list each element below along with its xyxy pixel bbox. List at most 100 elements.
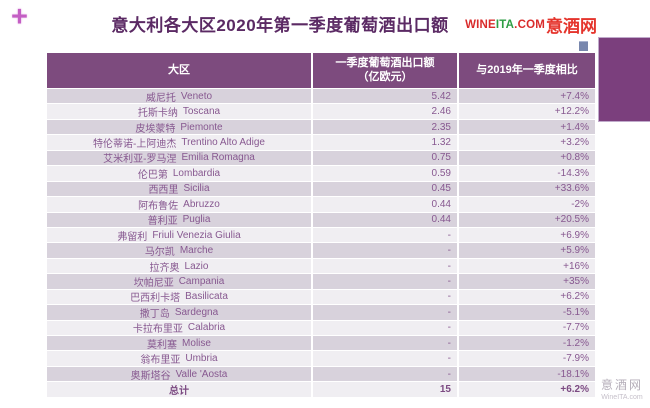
export-value-cell: -	[313, 305, 457, 321]
table-row: 马尔凯 Marche - +5.9%	[47, 243, 595, 259]
table-row: 奥斯塔谷 Valle 'Aosta - -18.1%	[47, 366, 595, 383]
yoy-change-cell: +6.9%	[459, 227, 595, 244]
header-export-value: 一季度葡萄酒出口额 （亿欧元）	[313, 53, 457, 88]
region-cell: 坎帕尼亚 Campania	[47, 274, 311, 290]
export-value-cell: 15	[313, 382, 457, 398]
header-region: 大区	[47, 53, 311, 88]
region-name-cn: 撒丁岛	[139, 308, 170, 320]
export-value-cell: 2.46	[313, 104, 457, 120]
export-value: -	[447, 291, 451, 303]
table-row: 总计 15 +6.2%	[47, 382, 595, 398]
region-name-cn: 西西里	[148, 185, 179, 197]
region-name-it: Puglia	[182, 214, 211, 226]
region-name-cn: 弗留利	[117, 231, 148, 243]
export-value-cell: -	[313, 227, 457, 244]
yoy-change-cell: +7.4%	[459, 89, 595, 105]
region-name-cn: 阿布鲁佐	[138, 200, 179, 212]
yoy-change-cell: +6.2%	[459, 289, 595, 306]
yoy-change-value: -5.1%	[562, 306, 589, 318]
yoy-change-value: -14.3%	[557, 167, 589, 179]
yoy-change-value: +0.8%	[560, 152, 589, 164]
yoy-change-cell: +5.9%	[459, 243, 595, 259]
region-cell: 奥斯塔谷 Valle 'Aosta	[47, 366, 311, 383]
export-value: 15	[439, 384, 451, 396]
region-cell: 总计	[47, 382, 311, 398]
decor-purple-rect	[598, 37, 650, 122]
yoy-change-value: -1.2%	[562, 337, 589, 349]
site-logo[interactable]: WINEITA.COM 意酒网	[465, 12, 597, 37]
yoy-change-cell: +20.5%	[459, 212, 595, 228]
yoy-change-value: +20.5%	[554, 214, 589, 226]
region-name-cn: 巴西利卡塔	[130, 293, 181, 305]
region-name-cn: 托斯卡纳	[137, 108, 178, 120]
table-row: 莫利塞 Molise - -1.2%	[47, 336, 595, 352]
export-value-cell: -	[313, 320, 457, 336]
yoy-change-cell: -7.7%	[459, 320, 595, 336]
region-cell: 伦巴第 Lombardia	[47, 166, 311, 182]
yoy-change-cell: +12.2%	[459, 104, 595, 120]
logo-chinese-text: 意酒网	[546, 17, 597, 36]
region-name-it: Emilia Romagna	[181, 152, 255, 164]
logo-wine-part: WINE	[465, 18, 496, 31]
region-name-cn: 马尔凯	[144, 247, 175, 259]
table-row: 翁布里亚 Umbria - -7.9%	[47, 351, 595, 367]
table-row: 托斯卡纳 Toscana 2.46 +12.2%	[47, 104, 595, 120]
region-name-it: Umbria	[185, 353, 218, 365]
region-name-cn: 普利亚	[147, 216, 178, 228]
export-value-cell: -	[313, 351, 457, 367]
header-export-line1: 一季度葡萄酒出口额	[335, 57, 435, 69]
export-value-cell: -	[313, 274, 457, 290]
table-row: 西西里 Sicilia 0.45 +33.6%	[47, 181, 595, 198]
yoy-change-value: +16%	[563, 260, 589, 272]
region-name-cn: 总计	[169, 386, 189, 398]
page-title: 意大利各大区2020年第一季度葡萄酒出口额	[111, 16, 449, 35]
export-value: 2.35	[431, 121, 451, 133]
yoy-change-cell: +1.4%	[459, 119, 595, 136]
region-name-it: Sardegna	[174, 306, 219, 318]
region-cell: 拉齐奥 Lazio	[47, 258, 311, 275]
region-name-it: Friuli Venezia Giulia	[152, 229, 241, 241]
export-value: -	[447, 229, 451, 241]
yoy-change-cell: +3.2%	[459, 135, 595, 151]
table-row: 阿布鲁佐 Abruzzo 0.44 -2%	[47, 197, 595, 213]
yoy-change-value: +5.9%	[560, 245, 589, 257]
table-row: 弗留利 Friuli Venezia Giulia - +6.9%	[47, 227, 595, 244]
region-name-it: Trentino Alto Adige	[181, 137, 265, 149]
header-region-label: 大区	[168, 63, 190, 76]
export-value-cell: 0.44	[313, 197, 457, 213]
region-name-it: Marche	[179, 245, 214, 257]
region-name-it: Lombardia	[172, 167, 221, 179]
yoy-change-value: +33.6%	[554, 183, 589, 195]
region-name-it: Molise	[182, 337, 211, 349]
plus-icon: +	[11, 1, 28, 33]
export-value: 0.59	[431, 167, 451, 179]
region-name-cn: 卡拉布里亚	[132, 324, 183, 336]
yoy-change-cell: +0.8%	[459, 150, 595, 167]
logo-ita-part: ITA	[495, 18, 515, 31]
yoy-change-value: +12.2%	[554, 106, 589, 118]
export-value-cell: -	[313, 366, 457, 383]
region-name-cn: 特伦蒂诺-上阿迪杰	[93, 139, 177, 151]
export-value: -	[447, 260, 451, 272]
header-yoy-label: 与2019年一季度相比	[476, 63, 578, 76]
export-value-cell: 0.44	[313, 212, 457, 228]
yoy-change-cell: -18.1%	[459, 366, 595, 383]
export-value: 0.44	[431, 214, 451, 226]
table-row: 拉齐奥 Lazio - +16%	[47, 258, 595, 275]
export-value-cell: 0.45	[313, 181, 457, 198]
header-yoy-change: 与2019年一季度相比	[459, 53, 595, 88]
yoy-change-cell: -1.2%	[459, 336, 595, 352]
yoy-change-value: +6.2%	[560, 291, 589, 303]
logo-com-part: .COM	[514, 18, 545, 31]
table-header-row: 大区 一季度葡萄酒出口额 （亿欧元） 与2019年一季度相比	[47, 53, 595, 88]
region-name-cn: 艾米利亚-罗马涅	[103, 154, 177, 166]
region-cell: 卡拉布里亚 Calabria	[47, 320, 311, 336]
export-value: -	[447, 337, 451, 349]
export-value: 0.75	[431, 152, 451, 164]
region-cell: 威尼托 Veneto	[47, 89, 311, 105]
region-cell: 西西里 Sicilia	[47, 181, 311, 198]
region-name-cn: 皮埃蒙特	[135, 123, 176, 135]
region-cell: 弗留利 Friuli Venezia Giulia	[47, 227, 311, 244]
wine-export-table: 大区 一季度葡萄酒出口额 （亿欧元） 与2019年一季度相比 威尼托 Veneto…	[47, 53, 595, 398]
yoy-change-value: -18.1%	[557, 368, 589, 380]
